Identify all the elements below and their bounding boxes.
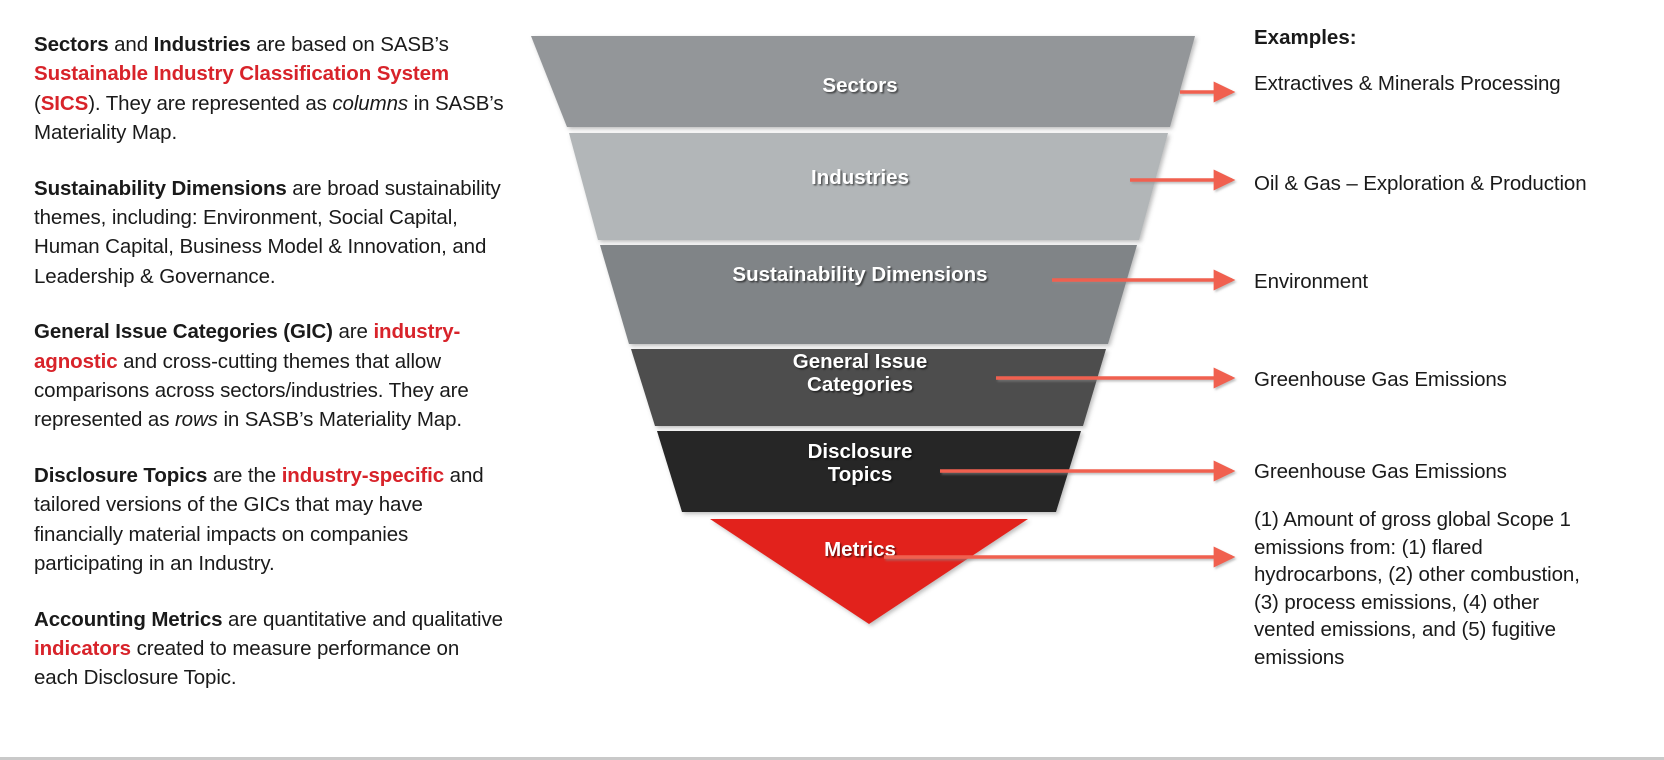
text-run: are quantitative and qualitative	[222, 607, 503, 631]
text-run: industry-specific	[281, 463, 445, 487]
text-run: created to measure performance on each D…	[34, 636, 460, 690]
text-run: columns	[332, 91, 409, 115]
example-sectors: Extractives & Minerals Processing	[1254, 72, 1561, 95]
text-run: and tailored versions of the GICs that m…	[34, 463, 484, 576]
funnel-layer-industries	[569, 133, 1168, 240]
example-metrics: (1) Amount of gross global Scope 1 emiss…	[1254, 508, 1580, 669]
funnel-layer-metrics	[710, 519, 1028, 624]
text-run: Industries	[153, 33, 251, 56]
text-run: indicators	[34, 636, 131, 660]
text-run: rows	[174, 408, 218, 432]
text-run: industry-agnostic	[34, 320, 461, 373]
funnel-layer-dimensions	[600, 245, 1137, 344]
text-run: in SASB’s Materiality Map.	[34, 91, 504, 145]
text-run: are the	[207, 463, 282, 487]
definition-paragraph-disclosure-topics: Disclosure Topics are the industry-speci…	[34, 461, 504, 579]
definition-paragraph-sectors-industries: Sectors and Industries are based on SASB…	[34, 30, 504, 148]
text-run: ). They are represented as	[88, 91, 333, 115]
examples-heading: Examples:	[1254, 26, 1357, 49]
example-dimensions: Environment	[1254, 270, 1368, 293]
funnel-layer-sectors	[531, 36, 1195, 127]
definition-paragraph-accounting-metrics: Accounting Metrics are quantitative and …	[34, 605, 504, 693]
text-run: and	[108, 33, 154, 56]
text-run: SICS	[40, 91, 89, 115]
example-disclosure: Greenhouse Gas Emissions	[1254, 460, 1507, 483]
hierarchy-funnel: Sectors Industries Sustainability Dimens…	[510, 30, 1210, 630]
text-run: Sustainability Dimensions	[34, 176, 287, 200]
text-run: Accounting Metrics	[34, 607, 223, 631]
funnel-svg	[531, 36, 1195, 624]
definitions-panel: Sectors and Industries are based on SASB…	[34, 30, 504, 693]
text-run: (	[34, 91, 41, 115]
text-run: are based on SASB’s	[250, 33, 449, 56]
text-run: General Issue Categories (GIC)	[34, 320, 333, 344]
examples-heading-wrap: Examples:	[1254, 24, 1584, 51]
example-industries: Oil & Gas – Exploration & Production	[1254, 172, 1587, 195]
text-run: and cross-cutting themes that allow comp…	[34, 349, 469, 432]
text-run: are	[332, 320, 374, 344]
text-run: Sustainable Industry Classification Syst…	[34, 62, 450, 86]
text-run: Sectors	[34, 33, 109, 56]
funnel-layer-disclosure	[657, 431, 1081, 512]
funnel-layer-gic	[631, 349, 1106, 426]
text-run: Disclosure Topics	[34, 463, 208, 487]
example-gic: Greenhouse Gas Emissions	[1254, 368, 1507, 391]
text-run: are broad sustainability themes, includi…	[34, 176, 501, 288]
text-run: in SASB’s Materiality Map.	[217, 408, 462, 432]
definition-paragraph-general-issue-categories: General Issue Categories (GIC) are indus…	[34, 317, 504, 435]
definition-paragraph-sustainability-dimensions: Sustainability Dimensions are broad sust…	[34, 174, 504, 292]
